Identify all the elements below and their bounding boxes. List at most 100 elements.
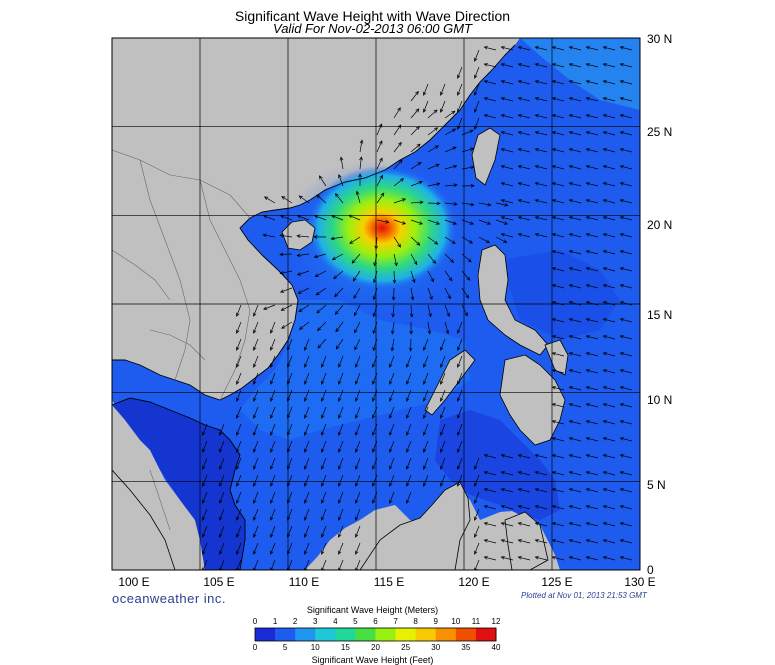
wave-arrow bbox=[602, 419, 616, 425]
wave-arrow bbox=[269, 355, 276, 368]
meter-tick: 0 bbox=[252, 617, 258, 626]
wave-arrow bbox=[619, 164, 633, 170]
wave-arrow bbox=[444, 253, 455, 264]
wave-arrow bbox=[551, 402, 565, 408]
wave-arrow bbox=[235, 491, 242, 504]
wave-arrow bbox=[444, 219, 458, 225]
wave-arrow bbox=[483, 538, 497, 544]
wave-arrow bbox=[320, 525, 327, 538]
wave-arrow bbox=[279, 233, 293, 238]
wave-arrow bbox=[585, 470, 599, 476]
wave-arrow bbox=[372, 287, 378, 301]
wave-arrow bbox=[235, 508, 242, 521]
wave-arrow bbox=[619, 130, 633, 136]
wave-arrow bbox=[619, 504, 633, 510]
wave-arrow bbox=[568, 249, 582, 255]
wave-arrow bbox=[354, 542, 361, 555]
wave-arrow bbox=[534, 130, 548, 136]
wave-arrow bbox=[335, 321, 344, 333]
wave-arrow bbox=[585, 538, 599, 544]
wave-arrow bbox=[602, 45, 616, 51]
wave-arrow bbox=[354, 525, 361, 538]
wave-arrow bbox=[338, 173, 344, 187]
wave-arrow bbox=[281, 321, 293, 329]
wave-arrow bbox=[568, 555, 582, 561]
wave-arrow bbox=[473, 542, 480, 555]
wave-arrow bbox=[585, 164, 599, 170]
wave-arrow bbox=[410, 200, 424, 205]
wave-arrow bbox=[551, 504, 565, 510]
wave-arrow bbox=[585, 62, 599, 68]
wave-arrow bbox=[585, 385, 599, 391]
wave-arrow bbox=[568, 96, 582, 102]
wave-arrow bbox=[534, 215, 548, 221]
wave-arrow bbox=[517, 45, 531, 51]
wave-arrow bbox=[316, 321, 327, 332]
wave-arrow bbox=[313, 235, 327, 239]
map-subtitle: Valid For Nov-02-2013 06:00 GMT bbox=[273, 21, 472, 36]
wave-arrow bbox=[534, 96, 548, 102]
wave-arrow bbox=[585, 300, 599, 306]
wave-arrow bbox=[354, 508, 361, 521]
wave-arrow bbox=[390, 338, 395, 352]
wave-arrow bbox=[500, 147, 514, 153]
wave-arrow bbox=[585, 181, 599, 187]
wave-arrow bbox=[619, 45, 633, 51]
wave-arrow bbox=[393, 124, 402, 136]
wave-arrow bbox=[500, 79, 514, 85]
wave-arrow bbox=[330, 236, 344, 241]
wave-arrow bbox=[483, 96, 497, 102]
wave-arrow bbox=[585, 283, 599, 289]
wave-arrow bbox=[349, 236, 361, 244]
wave-arrow bbox=[568, 113, 582, 119]
wave-arrow bbox=[376, 140, 383, 153]
wave-arrow bbox=[500, 232, 514, 238]
wave-direction-arrows bbox=[201, 45, 633, 570]
wave-arrow bbox=[280, 215, 293, 221]
wave-arrow bbox=[619, 300, 633, 306]
wave-arrow bbox=[252, 542, 259, 555]
wave-arrow bbox=[551, 130, 565, 136]
wave-arrow bbox=[456, 440, 463, 453]
wave-arrow bbox=[354, 338, 361, 351]
wave-arrow bbox=[585, 436, 599, 442]
colorbar-swatch bbox=[395, 628, 417, 641]
wave-arrow bbox=[392, 270, 397, 284]
wave-arrow bbox=[473, 100, 480, 113]
wave-arrow bbox=[456, 457, 463, 470]
wave-arrow bbox=[456, 389, 463, 402]
wave-arrow bbox=[534, 453, 548, 459]
wave-arrow bbox=[602, 317, 616, 323]
wave-arrow bbox=[335, 338, 344, 350]
lon-label: 120 E bbox=[458, 575, 490, 589]
wave-arrow bbox=[461, 287, 469, 299]
wave-arrow bbox=[320, 491, 327, 504]
wave-arrow bbox=[269, 440, 276, 453]
wave-arrow bbox=[408, 338, 413, 352]
storm-center bbox=[307, 166, 457, 290]
wave-arrow bbox=[286, 457, 293, 470]
wave-arrow bbox=[534, 181, 548, 187]
wave-arrow bbox=[303, 457, 310, 470]
wave-arrow bbox=[286, 338, 293, 351]
wave-arrow bbox=[568, 351, 582, 357]
wave-arrow bbox=[269, 474, 276, 487]
wave-arrow bbox=[602, 334, 616, 340]
wave-arrow bbox=[286, 525, 293, 538]
wave-arrow bbox=[619, 266, 633, 272]
wave-arrow bbox=[495, 219, 509, 225]
wave-arrow bbox=[517, 487, 531, 493]
wave-arrow bbox=[517, 113, 531, 119]
wave-arrow bbox=[303, 338, 310, 351]
colorbar-swatch bbox=[375, 628, 397, 641]
wave-arrow bbox=[602, 62, 616, 68]
wave-arrow bbox=[405, 372, 412, 385]
wave-arrow bbox=[585, 487, 599, 493]
wave-arrow bbox=[444, 164, 458, 170]
wave-arrow bbox=[269, 372, 276, 385]
colorbar-swatch bbox=[355, 628, 376, 641]
wave-arrow bbox=[456, 338, 463, 351]
wave-arrow bbox=[602, 215, 616, 221]
wave-arrow bbox=[439, 83, 446, 96]
